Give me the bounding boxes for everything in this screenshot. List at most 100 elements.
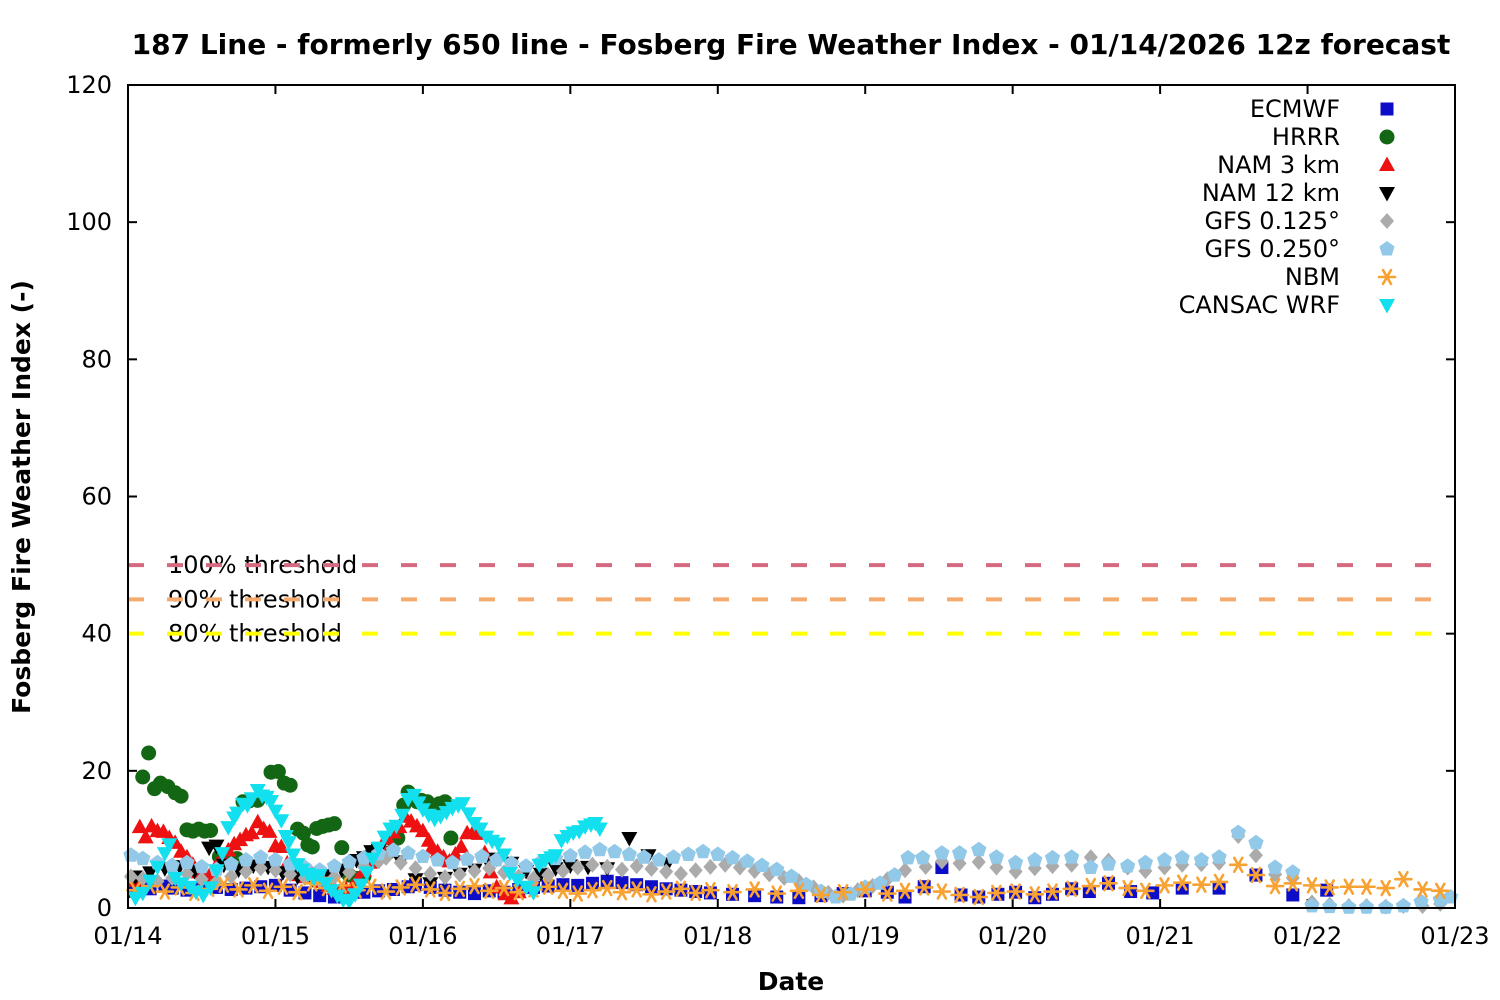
nbm-point [1062, 880, 1081, 898]
nbm-point [642, 886, 661, 903]
gfs-0-250-point [238, 852, 254, 867]
ecmwf-point [630, 878, 644, 892]
cansac-wrf-point [364, 852, 381, 868]
nbm-point [1172, 874, 1192, 891]
hrrr-point [173, 788, 189, 804]
nbm-point [1025, 886, 1045, 903]
gfs-0-250-point [710, 846, 726, 861]
legend-item-hrrr: HRRR [1272, 123, 1395, 151]
gfs-0-250-point [798, 876, 814, 892]
gfs-0-250-point [651, 852, 667, 867]
nbm-point [811, 886, 831, 904]
gfs-0-250-point [1027, 852, 1043, 867]
gfs-0-250-point [164, 857, 180, 872]
nam-12-km-point [621, 832, 638, 847]
cansac-wrf-point [214, 847, 231, 862]
nbm-point [465, 877, 484, 895]
cansac-wrf-point [472, 822, 489, 837]
nam-3-km-point [131, 818, 148, 834]
nbm-point [1192, 876, 1211, 893]
nbm-point [361, 878, 381, 895]
cansac-wrf-point [388, 819, 405, 835]
gfs-0-250-point [474, 848, 490, 863]
nbm-point [450, 880, 470, 898]
cansac-wrf-point [195, 888, 212, 904]
y-tick-label: 120 [66, 71, 112, 99]
ecmwf-point [571, 878, 585, 892]
chart-title: 187 Line - formerly 650 line - Fosberg F… [132, 28, 1451, 61]
ecmwf-point [1286, 888, 1300, 902]
series-cansac-wrf [127, 784, 608, 910]
legend-label: NAM 3 km [1217, 151, 1340, 179]
nbm-point [258, 882, 278, 900]
gfs-0-250-point [253, 849, 269, 864]
gfs-0-250-point [1395, 897, 1411, 913]
gfs-0-125-point [238, 863, 253, 880]
y-tick-label: 80 [81, 345, 112, 373]
nbm-point [1155, 877, 1174, 894]
gfs-0-250-point [1008, 854, 1024, 870]
gfs-0-125-point [659, 863, 674, 880]
nbm-point [1006, 883, 1025, 900]
gfs-0-250-point [1083, 859, 1099, 874]
x-tick-label: 01/22 [1273, 922, 1342, 950]
gfs-0-250-point [400, 845, 416, 860]
cansac-wrf-point [202, 881, 219, 896]
nbm-point [686, 884, 705, 902]
nbm-point [494, 879, 514, 897]
nbm-point [789, 882, 809, 900]
cansac-wrf-point [394, 808, 411, 824]
legend-label: NAM 12 km [1202, 179, 1340, 207]
nbm-point [833, 883, 853, 901]
cansac-wrf-point [267, 804, 284, 820]
gfs-0-250-point [783, 868, 800, 883]
nbm-point [288, 883, 307, 901]
gfs-0-125-point [570, 859, 585, 876]
cansac-wrf-point [406, 788, 423, 804]
hrrr-point [334, 840, 350, 856]
gfs-0-250-point [665, 849, 682, 864]
gfs-0-125-point [438, 869, 453, 886]
y-tick-label: 20 [81, 757, 112, 785]
nbm-point [895, 882, 915, 900]
gfs-0-250-point [724, 849, 741, 865]
cansac-wrf-point [495, 848, 512, 864]
cansac-wrf-point [285, 848, 302, 864]
nbm-point [767, 885, 787, 902]
gfs-0-250-point [459, 851, 475, 866]
gfs-0-125-point [1083, 849, 1098, 866]
gfs-0-250-point [1285, 864, 1301, 879]
nbm-point [1265, 877, 1285, 895]
gfs-0-250-point [385, 842, 401, 857]
nbm-point [376, 883, 396, 900]
y-tick-label: 60 [81, 483, 112, 511]
legend-label: ECMWF [1250, 95, 1340, 123]
gfs-0-250-point [518, 858, 534, 873]
nbm-point [244, 877, 263, 894]
gfs-0-250-point [444, 854, 460, 870]
x-tick-label: 01/17 [536, 922, 605, 950]
gfs-0-125-point [555, 862, 570, 879]
nbm-point [568, 885, 588, 902]
nbm-point [435, 884, 455, 902]
nbm-point [671, 880, 691, 898]
gfs-0-125-point [703, 858, 718, 875]
gfs-0-250-point [915, 849, 931, 865]
nbm-point [229, 881, 248, 898]
nam-3-km-point [273, 838, 290, 853]
legend-marker-gfs-0-125 [1380, 213, 1394, 229]
x-tick-label: 01/19 [831, 922, 900, 950]
nbm-point [723, 883, 742, 901]
legend-item-gfs-0-250: GFS 0.250° [1204, 235, 1395, 263]
nbm-point [583, 881, 602, 899]
nbm-point [1209, 873, 1229, 891]
gfs-0-250-point [1322, 898, 1338, 914]
nbm-point [420, 881, 440, 898]
legend-marker-nam-12-km [1379, 187, 1395, 202]
gfs-0-125-point [452, 866, 467, 883]
gfs-0-250-point [1267, 859, 1283, 874]
cansac-wrf-point [311, 869, 328, 884]
hrrr-point [282, 777, 298, 793]
